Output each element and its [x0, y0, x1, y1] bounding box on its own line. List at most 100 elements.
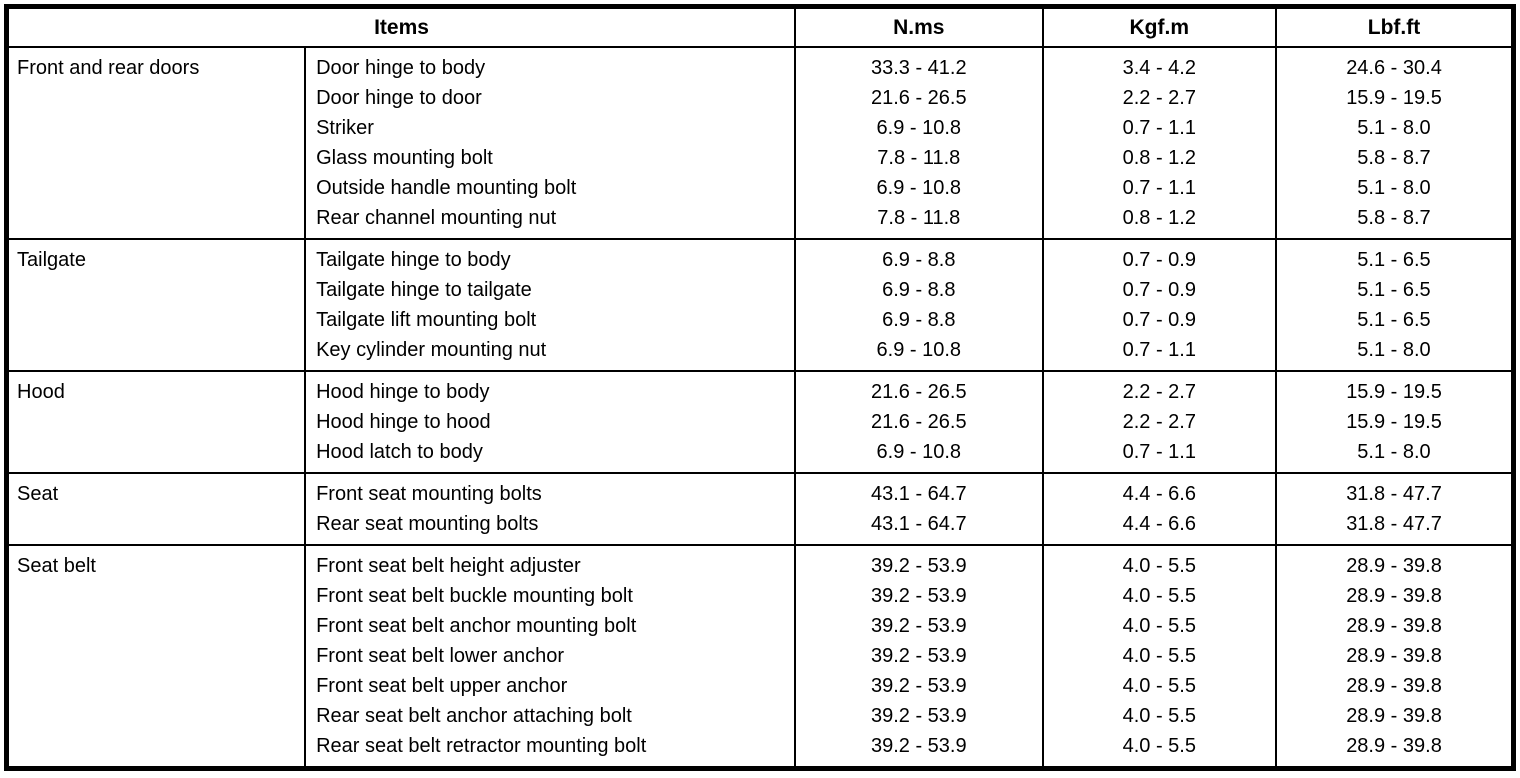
kgfm-value: 4.0 - 5.5: [1122, 735, 1196, 757]
kgfm-value: 0.8 - 1.2: [1122, 207, 1196, 229]
nms-value: 6.9 - 10.8: [876, 177, 962, 199]
item-label: Hood latch to body: [316, 441, 483, 463]
kgfm-value: 0.7 - 1.1: [1122, 441, 1196, 463]
item-label: Rear seat belt retractor mounting bolt: [316, 735, 647, 757]
nms-value: 21.6 - 26.5: [870, 381, 967, 403]
nms-value: 43.1 - 64.7: [870, 513, 967, 535]
lbfft-cell: 15.9 - 19.5 15.9 - 19.5 5.1 - 8.0: [1275, 370, 1515, 474]
kgfm-value: 0.8 - 1.2: [1122, 147, 1196, 169]
kgfm-cell: 3.4 - 4.2 2.2 - 2.7 0.7 - 1.1 0.8 - 1.2 0.7 …: [1041, 46, 1278, 240]
lbfft-value: 15.9 - 19.5: [1346, 381, 1442, 403]
lbfft-cell: 31.8 - 47.7 31.8 - 47.7: [1275, 472, 1515, 546]
kgfm-value: 2.2 - 2.7: [1122, 381, 1196, 403]
item-label: Tailgate lift mounting bolt: [316, 309, 537, 331]
section-row: Front and rear doors Door hinge to body Do…: [5, 46, 1515, 240]
nms-value: 43.1 - 64.7: [870, 483, 967, 505]
lbfft-cell: 24.6 - 30.4 15.9 - 19.5 5.1 - 8.0 5.8 - 8.7…: [1275, 46, 1515, 240]
lbfft-cell: 28.9 - 39.8 28.9 - 39.8 28.9 - 39.8 28.9 - …: [1275, 544, 1515, 770]
kgfm-value: 4.0 - 5.5: [1122, 555, 1196, 577]
kgfm-value: 0.7 - 1.1: [1122, 339, 1196, 361]
lbfft-value: 28.9 - 39.8: [1346, 615, 1442, 637]
kgfm-value: 4.4 - 6.6: [1122, 513, 1196, 535]
lbfft-value: 31.8 - 47.7: [1346, 483, 1442, 505]
item-label: Hood hinge to hood: [316, 411, 491, 433]
item-label: Rear channel mounting nut: [316, 207, 557, 229]
kgfm-value: 0.7 - 0.9: [1122, 279, 1196, 301]
kgfm-cell: 4.4 - 6.6 4.4 - 6.6: [1041, 472, 1278, 546]
lbfft-value: 5.8 - 8.7: [1357, 147, 1431, 169]
kgfm-value: 3.4 - 4.2: [1122, 57, 1196, 79]
kgfm-value: 4.0 - 5.5: [1122, 645, 1196, 667]
item-label: Door hinge to door: [316, 87, 482, 109]
item-label: Striker: [316, 117, 374, 139]
kgfm-value: 4.0 - 5.5: [1122, 675, 1196, 697]
nms-value: 7.8 - 11.8: [877, 207, 961, 229]
column-header-kgfm: Kgf.m: [1041, 5, 1278, 48]
nms-value: 39.2 - 53.9: [870, 705, 967, 727]
item-label: Key cylinder mounting nut: [316, 339, 547, 361]
lbfft-value: 28.9 - 39.8: [1346, 645, 1442, 667]
kgfm-value: 2.2 - 2.7: [1122, 87, 1196, 109]
column-header-nms: N.ms: [794, 5, 1044, 48]
item-label: Front seat belt buckle mounting bolt: [316, 585, 633, 607]
item-cell: Front seat mounting bolts Rear seat mount…: [304, 472, 797, 546]
lbfft-value: 28.9 - 39.8: [1346, 675, 1442, 697]
category-cell: Hood: [5, 370, 307, 474]
kgfm-value: 4.0 - 5.5: [1122, 615, 1196, 637]
nms-value: 6.9 - 8.8: [882, 249, 956, 271]
column-header-items: Items: [5, 5, 797, 48]
kgfm-cell: 4.0 - 5.5 4.0 - 5.5 4.0 - 5.5 4.0 - 5.5 4.0 …: [1041, 544, 1278, 770]
kgfm-value: 4.0 - 5.5: [1122, 705, 1196, 727]
item-label: Tailgate hinge to body: [316, 249, 511, 271]
kgfm-value: 0.7 - 1.1: [1122, 117, 1196, 139]
lbfft-value: 24.6 - 30.4: [1346, 57, 1442, 79]
item-label: Hood hinge to body: [316, 381, 490, 403]
column-header-lbfft: Lbf.ft: [1275, 5, 1515, 48]
nms-cell: 43.1 - 64.7 43.1 - 64.7: [794, 472, 1044, 546]
category-cell: Tailgate: [5, 238, 307, 372]
lbfft-cell: 5.1 - 6.5 5.1 - 6.5 5.1 - 6.5 5.1 - 8.0: [1275, 238, 1515, 372]
item-cell: Hood hinge to body Hood hinge to hood Hood…: [304, 370, 797, 474]
category-cell: Front and rear doors: [5, 46, 307, 240]
item-label: Front seat belt lower anchor: [316, 645, 564, 667]
item-cell: Front seat belt height adjuster Front sea…: [304, 544, 797, 770]
lbfft-value: 28.9 - 39.8: [1346, 585, 1442, 607]
nms-cell: 33.3 - 41.2 21.6 - 26.5 6.9 - 10.8 7.8 - 11…: [794, 46, 1044, 240]
lbfft-value: 31.8 - 47.7: [1346, 513, 1442, 535]
section-row: Seat Front seat mounting bolts Rear seat m…: [5, 472, 1515, 546]
lbfft-value: 15.9 - 19.5: [1346, 87, 1442, 109]
item-label: Outside handle mounting bolt: [316, 177, 577, 199]
lbfft-value: 5.1 - 6.5: [1357, 249, 1431, 271]
nms-value: 39.2 - 53.9: [870, 675, 967, 697]
item-label: Rear seat belt anchor attaching bolt: [316, 705, 632, 727]
nms-value: 39.2 - 53.9: [870, 735, 967, 757]
nms-value: 6.9 - 10.8: [876, 339, 962, 361]
category-cell: Seat: [5, 472, 307, 546]
section-row: Hood Hood hinge to body Hood hinge to hood…: [5, 370, 1515, 474]
item-label: Tailgate hinge to tailgate: [316, 279, 532, 301]
lbfft-value: 28.9 - 39.8: [1346, 705, 1442, 727]
kgfm-value: 0.7 - 0.9: [1122, 249, 1196, 271]
item-label: Glass mounting bolt: [316, 147, 493, 169]
item-label: Front seat belt height adjuster: [316, 555, 581, 577]
nms-value: 6.9 - 8.8: [882, 279, 956, 301]
kgfm-value: 0.7 - 0.9: [1122, 309, 1196, 331]
lbfft-value: 5.1 - 8.0: [1357, 441, 1431, 463]
nms-value: 33.3 - 41.2: [870, 57, 967, 79]
lbfft-value: 28.9 - 39.8: [1346, 555, 1442, 577]
item-label: Front seat belt anchor mounting bolt: [316, 615, 637, 637]
section-row: Tailgate Tailgate hinge to body Tailgate h…: [5, 238, 1515, 372]
item-cell: Door hinge to body Door hinge to door Stri…: [304, 46, 797, 240]
nms-value: 21.6 - 26.5: [870, 87, 967, 109]
item-label: Front seat belt upper anchor: [316, 675, 568, 697]
lbfft-value: 5.1 - 8.0: [1357, 339, 1431, 361]
nms-cell: 6.9 - 8.8 6.9 - 8.8 6.9 - 8.8 6.9 - 10.8: [794, 238, 1044, 372]
item-label: Front seat mounting bolts: [316, 483, 542, 505]
lbfft-value: 5.1 - 8.0: [1357, 177, 1431, 199]
lbfft-value: 5.1 - 8.0: [1357, 117, 1431, 139]
nms-value: 21.6 - 26.5: [870, 411, 967, 433]
section-row: Seat belt Front seat belt height adjuster…: [5, 544, 1515, 770]
nms-value: 39.2 - 53.9: [870, 645, 967, 667]
item-label: Door hinge to body: [316, 57, 486, 79]
